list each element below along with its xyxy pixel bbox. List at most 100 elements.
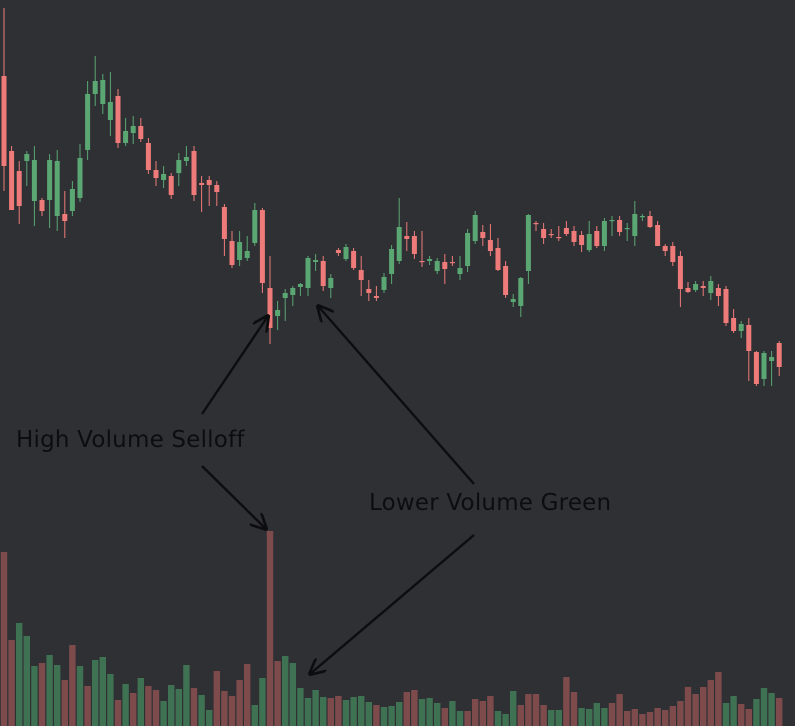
volume-bar — [152, 690, 160, 726]
volume-bar — [388, 706, 395, 726]
candle — [556, 226, 562, 241]
candle-body — [533, 223, 539, 225]
candle — [601, 218, 607, 251]
candle — [419, 231, 425, 267]
candle — [69, 181, 75, 216]
candle — [229, 231, 235, 268]
volume-bar — [608, 703, 616, 726]
arrow-selloff-to-volume — [201, 465, 266, 529]
volume-bar — [259, 678, 266, 726]
candle — [731, 309, 737, 333]
candle-body — [525, 215, 531, 271]
volume-bar — [593, 703, 600, 726]
candle-body — [221, 207, 227, 239]
volume-bar — [601, 708, 608, 726]
candle — [541, 223, 547, 244]
candle-body — [1, 76, 7, 166]
volume-bar — [130, 693, 137, 726]
candle — [495, 238, 501, 271]
candle-body — [427, 259, 433, 261]
candle-body — [214, 185, 220, 192]
candle — [221, 204, 227, 256]
volume-bar — [92, 660, 99, 726]
candle-body — [77, 158, 83, 198]
volume-bar — [517, 705, 524, 726]
candle — [358, 256, 364, 296]
candle — [290, 286, 296, 306]
candle — [244, 236, 250, 261]
candle-body — [510, 299, 516, 302]
volume-bar — [46, 655, 53, 726]
candle — [548, 229, 554, 238]
candle — [62, 191, 68, 238]
candle-body — [693, 284, 699, 290]
candle — [655, 221, 661, 246]
candle — [510, 294, 516, 307]
volume-bar — [768, 693, 775, 726]
volume-bar — [494, 711, 502, 726]
candle-body — [639, 216, 645, 218]
candle-body — [176, 160, 182, 173]
candle — [259, 208, 265, 293]
volume-bar — [84, 686, 91, 726]
candle-body — [130, 126, 136, 133]
candle — [503, 261, 509, 298]
volume-bar — [434, 703, 441, 726]
candle — [586, 221, 592, 252]
candle-body — [404, 236, 410, 239]
candle-body — [115, 96, 121, 143]
volume-bar — [175, 689, 182, 726]
candle — [115, 89, 121, 148]
candle-body — [138, 126, 144, 139]
candle — [404, 222, 410, 251]
volume-bar — [312, 690, 319, 726]
candle — [617, 216, 623, 236]
volume-bar — [0, 552, 8, 726]
arrow-green-to-volume — [310, 534, 475, 674]
candle-body — [586, 234, 592, 250]
candle-body — [199, 183, 205, 185]
candle — [525, 214, 531, 284]
candle — [677, 251, 683, 307]
candle — [738, 321, 744, 338]
volume-bar — [244, 664, 251, 726]
candle-body — [487, 240, 493, 251]
candle — [776, 341, 782, 376]
candle-body — [313, 260, 319, 262]
volume-bar — [396, 702, 403, 726]
candle-body — [563, 228, 569, 234]
candle — [579, 231, 585, 252]
volume-bar — [745, 709, 752, 726]
volume-bar — [221, 691, 228, 726]
volume-bar — [570, 692, 578, 726]
volume-bar — [190, 688, 198, 726]
candle-body — [647, 216, 653, 227]
candle — [123, 118, 129, 146]
candle — [389, 245, 395, 284]
volume-bar — [289, 663, 296, 726]
annotation-arrows — [201, 306, 475, 674]
volume-bar — [274, 661, 281, 726]
candle — [313, 254, 319, 271]
volume-bar — [38, 663, 46, 726]
volume-bar — [228, 696, 236, 726]
candle — [609, 216, 615, 236]
volume-bar — [563, 677, 570, 726]
candle-body — [761, 353, 767, 379]
candle-body — [320, 261, 326, 286]
candle-body — [92, 81, 98, 94]
candle — [107, 72, 113, 136]
candle-body — [229, 241, 235, 265]
candle-body — [571, 231, 577, 242]
candle-body — [495, 248, 501, 270]
volume-bar — [707, 680, 714, 726]
candle — [77, 144, 83, 202]
candle — [594, 226, 600, 248]
candle — [282, 289, 288, 321]
volume-bar — [555, 710, 562, 726]
candle-body — [753, 352, 759, 384]
volume-bar — [654, 708, 661, 726]
volume-bar — [700, 687, 707, 726]
candle-body — [290, 288, 296, 295]
